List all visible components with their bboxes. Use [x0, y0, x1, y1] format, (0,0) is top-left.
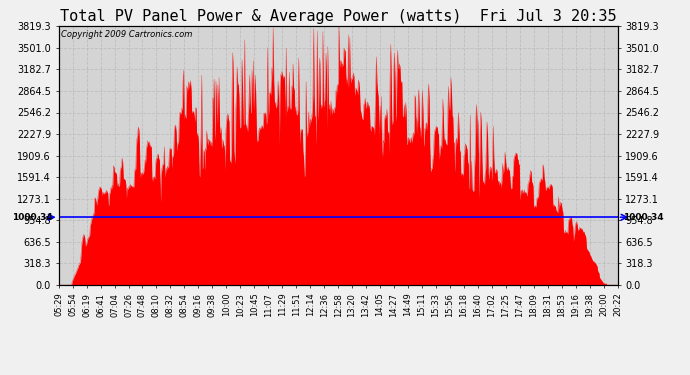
Text: Copyright 2009 Cartronics.com: Copyright 2009 Cartronics.com — [61, 30, 193, 39]
Text: 1000.34: 1000.34 — [623, 213, 664, 222]
Text: 1000.34: 1000.34 — [12, 213, 53, 222]
Title: Total PV Panel Power & Average Power (watts)  Fri Jul 3 20:35: Total PV Panel Power & Average Power (wa… — [60, 9, 616, 24]
